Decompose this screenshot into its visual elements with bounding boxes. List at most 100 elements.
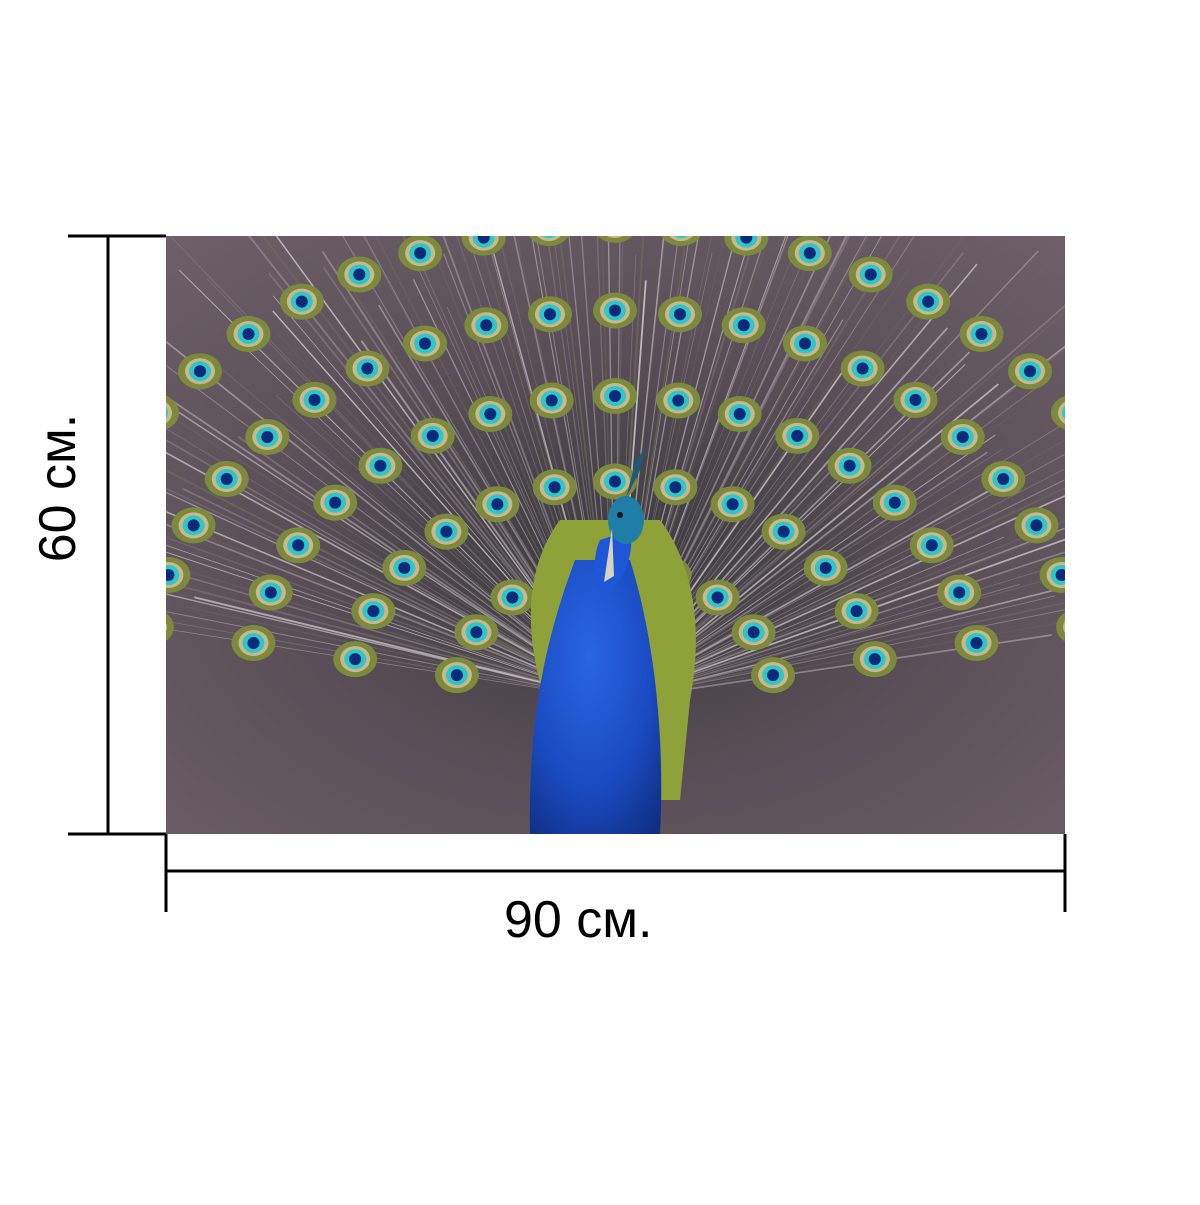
feather-strand bbox=[614, 621, 1065, 701]
feather-strand bbox=[614, 494, 1065, 701]
feather-eye bbox=[1008, 353, 1052, 390]
feather-eye bbox=[358, 447, 403, 484]
feather-eye bbox=[333, 641, 378, 678]
feather-eye bbox=[761, 513, 806, 550]
feather-eye bbox=[775, 417, 820, 454]
feather-eye bbox=[1142, 540, 1186, 576]
feather-eye bbox=[593, 292, 637, 329]
feather-eye bbox=[661, 236, 701, 247]
feather-eye bbox=[345, 350, 390, 387]
feather-eye bbox=[468, 396, 513, 432]
feather-eye bbox=[529, 236, 569, 247]
feather-strand bbox=[166, 487, 616, 701]
feather-eye bbox=[28, 593, 72, 629]
feather-eye bbox=[276, 527, 321, 564]
feather-eye bbox=[171, 507, 216, 544]
feather-eye bbox=[803, 549, 848, 586]
feather-eye bbox=[783, 325, 827, 362]
feather-eye bbox=[490, 579, 535, 616]
feather-eye bbox=[1056, 612, 1065, 642]
feather-eye bbox=[653, 469, 698, 506]
feather-eye bbox=[597, 236, 633, 243]
feather-eye bbox=[656, 382, 701, 419]
feather-strand bbox=[166, 451, 616, 701]
feather-strand bbox=[614, 520, 1065, 701]
feather-strand bbox=[166, 536, 616, 701]
dimension-lines bbox=[68, 234, 1067, 912]
feather-eye bbox=[226, 316, 271, 352]
feather-eye bbox=[1039, 557, 1065, 593]
peacock-photo bbox=[28, 236, 1186, 834]
feather-eye bbox=[434, 657, 479, 694]
feather-eye bbox=[787, 236, 832, 272]
feather-strand bbox=[614, 574, 1065, 701]
feather-eye bbox=[313, 484, 358, 521]
feather-eye bbox=[937, 574, 982, 611]
feather-eye bbox=[204, 461, 249, 497]
feather-eye bbox=[658, 296, 702, 333]
feather-eye bbox=[279, 283, 324, 320]
feather-eye bbox=[166, 557, 191, 593]
peacock-icon bbox=[529, 448, 696, 834]
feather-eye bbox=[593, 378, 637, 414]
feather-eye bbox=[1118, 489, 1162, 525]
feather-eye bbox=[532, 469, 577, 506]
feather-eye bbox=[872, 484, 917, 521]
feather-eye bbox=[424, 513, 469, 550]
feather-strand bbox=[614, 487, 1065, 701]
feather-eye bbox=[954, 625, 999, 661]
feather-eye bbox=[403, 325, 447, 362]
feather-strand bbox=[614, 551, 1065, 701]
feather-eye bbox=[710, 486, 755, 523]
feather-eye bbox=[751, 657, 796, 694]
feather-eye bbox=[724, 236, 769, 256]
feather-eye bbox=[398, 236, 443, 272]
feather-eye bbox=[454, 614, 499, 651]
feather-eye bbox=[1088, 440, 1132, 476]
feather-strand bbox=[166, 570, 616, 701]
feather-eye bbox=[731, 614, 776, 651]
feather-eye bbox=[1051, 396, 1065, 430]
feather-eye bbox=[834, 593, 879, 630]
feather-eye bbox=[893, 381, 938, 418]
feather-eye bbox=[337, 256, 382, 293]
width-label: 90 см. bbox=[504, 891, 653, 949]
feather-eye bbox=[906, 283, 951, 320]
feather-strand bbox=[614, 609, 1065, 701]
feather-strand bbox=[614, 602, 1065, 701]
feather-eye bbox=[717, 396, 762, 432]
feather-strand bbox=[166, 564, 616, 701]
feather-eye bbox=[528, 296, 572, 333]
height-label: 60 см. bbox=[29, 413, 87, 563]
feather-strand bbox=[166, 428, 616, 701]
feather-strand bbox=[614, 538, 1065, 701]
feather-strand bbox=[614, 304, 1065, 701]
feather-eye bbox=[695, 579, 740, 616]
feather-eye bbox=[351, 593, 396, 630]
feather-eye bbox=[852, 641, 897, 678]
feather-eye bbox=[593, 463, 637, 500]
feather-eye bbox=[292, 381, 337, 418]
feather-eye bbox=[231, 625, 276, 661]
feather-eye bbox=[382, 549, 427, 586]
feather-eye bbox=[981, 461, 1026, 497]
feather-eye bbox=[464, 307, 509, 344]
feather-eye bbox=[529, 382, 574, 419]
feather-strand bbox=[614, 468, 1065, 701]
feather-eye bbox=[940, 419, 985, 455]
feather-eye bbox=[248, 574, 293, 611]
feather-eye bbox=[410, 417, 455, 454]
feather-eye bbox=[721, 307, 766, 344]
feather-strand bbox=[166, 469, 616, 701]
feather-strand bbox=[614, 479, 1065, 701]
feather-eye bbox=[1014, 507, 1059, 544]
feather-eye bbox=[475, 486, 520, 523]
feather-strand bbox=[166, 395, 616, 701]
feather-eye bbox=[827, 447, 872, 484]
feather-eye bbox=[166, 613, 174, 641]
feather-strand bbox=[614, 439, 1065, 701]
feather-eye bbox=[909, 527, 954, 564]
feather-eye bbox=[98, 440, 142, 476]
